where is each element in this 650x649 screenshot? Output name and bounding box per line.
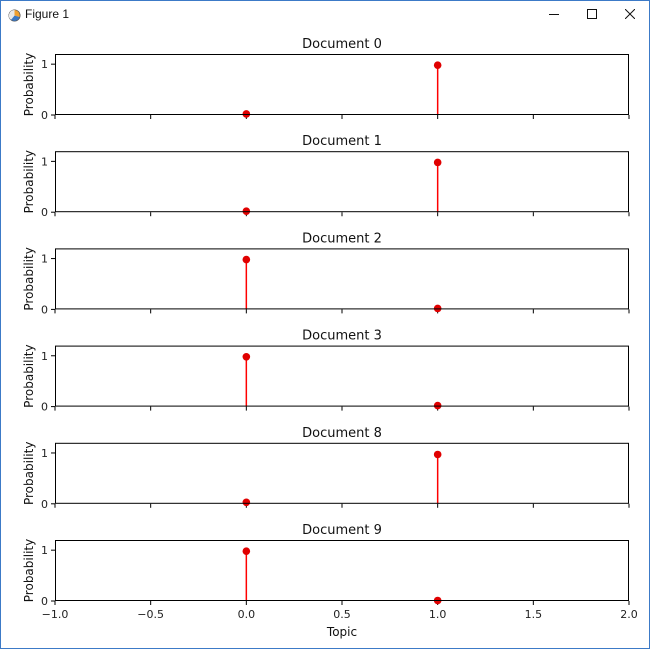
subplot-axes	[55, 345, 629, 407]
x-tick-label: 0.5	[333, 608, 351, 621]
subplot-title: Document 9	[302, 523, 382, 538]
stem-marker	[242, 352, 251, 361]
subplot-axes	[55, 248, 629, 310]
y-tick-label: 0	[41, 109, 48, 122]
subplot-title: Document 8	[302, 426, 382, 441]
y-tick-label: 0	[41, 206, 48, 219]
subplot-axes	[55, 442, 629, 504]
subplot-title: Document 1	[302, 134, 382, 149]
stem-marker	[242, 110, 251, 118]
window-title: Figure 1	[25, 7, 70, 21]
subplot-title: Document 2	[302, 231, 382, 246]
stem-marker	[433, 450, 442, 459]
y-tick-label: 0	[41, 498, 48, 511]
y-axis-label: Probability	[22, 442, 36, 505]
y-tick-label: 0	[41, 303, 48, 316]
x-tick-label: −0.5	[137, 608, 164, 621]
subplot-axes	[55, 540, 629, 601]
minimize-icon	[549, 9, 559, 19]
x-tick-label: 1.0	[429, 608, 447, 621]
x-axis-label: Topic	[326, 625, 357, 639]
y-axis-label: Probability	[22, 344, 36, 407]
stem-marker	[433, 304, 442, 313]
minimize-button[interactable]	[531, 1, 577, 27]
y-axis-label: Probability	[22, 150, 36, 213]
y-tick-label: 1	[41, 350, 48, 363]
y-tick-label: 0	[41, 401, 48, 414]
y-tick-label: 1	[41, 155, 48, 168]
stem-marker	[433, 401, 442, 410]
x-tick-label: 2.0	[620, 608, 638, 621]
title-bar[interactable]: Figure 1	[1, 1, 649, 27]
x-tick-label: 1.5	[525, 608, 543, 621]
y-tick-label: 1	[41, 58, 48, 71]
subplot-title: Document 0	[302, 37, 382, 52]
subplot-axes	[55, 151, 629, 213]
y-axis-label: Probability	[22, 247, 36, 310]
stem-marker	[433, 158, 442, 167]
stem-marker	[242, 255, 251, 264]
y-axis-label: Probability	[22, 53, 36, 116]
stem-chart: Document 0 Probability 0 1 Document 1 Probabi…	[22, 37, 638, 639]
stem-marker	[242, 547, 251, 555]
figure-app-icon	[8, 7, 21, 22]
maximize-button[interactable]	[569, 1, 615, 27]
stem-marker	[433, 61, 442, 69]
x-tick-label: −1.0	[42, 608, 69, 621]
subplot-axes	[55, 54, 629, 115]
y-tick-label: 0	[41, 595, 48, 608]
subplot-title: Document 3	[302, 329, 382, 344]
y-tick-label: 1	[41, 253, 48, 266]
x-tick-label: 0.0	[238, 608, 256, 621]
y-tick-label: 1	[41, 447, 48, 460]
maximize-icon	[587, 9, 597, 19]
stem-marker	[242, 498, 251, 507]
y-tick-label: 1	[41, 544, 48, 557]
y-axis-label: Probability	[22, 539, 36, 602]
close-icon	[625, 9, 635, 19]
figure-canvas: Document 0 Probability 0 1 Document 1 Probabi…	[1, 27, 649, 648]
close-button[interactable]	[607, 1, 650, 27]
stem-marker	[242, 207, 251, 215]
